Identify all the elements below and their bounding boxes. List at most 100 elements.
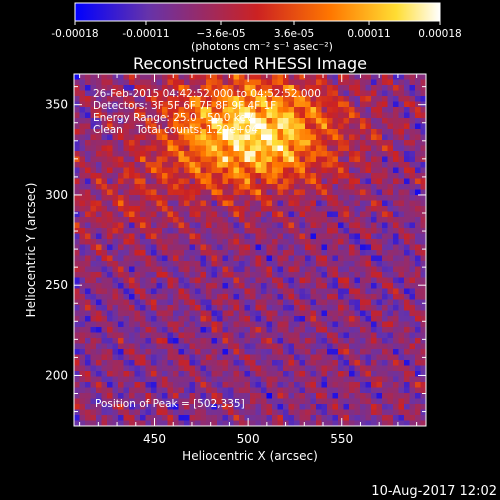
heatmap-cell	[343, 299, 350, 306]
heatmap-cell	[173, 393, 179, 399]
heatmap-cell	[393, 261, 399, 267]
heatmap-cell	[140, 266, 146, 273]
heatmap-cell	[112, 261, 119, 267]
plot-frame	[73, 73, 427, 427]
heatmap-cell	[184, 332, 190, 339]
heatmap-cell	[228, 255, 234, 262]
heatmap-cell	[349, 261, 355, 267]
heatmap-cell	[365, 327, 372, 333]
heatmap-cell	[228, 277, 234, 284]
heatmap-cell	[376, 349, 383, 355]
heatmap-cell	[272, 310, 278, 317]
heatmap-cell	[184, 398, 190, 405]
heatmap-cell	[327, 420, 333, 426]
heatmap-cell	[107, 189, 113, 196]
heatmap-cell	[211, 195, 218, 201]
heatmap-cell	[321, 118, 328, 124]
heatmap-cell	[173, 316, 179, 322]
heatmap-cell	[409, 409, 416, 416]
heatmap-cell	[239, 283, 245, 289]
heatmap-cell	[222, 277, 229, 284]
heatmap-cell	[156, 184, 163, 190]
colorbar-tick-label: -0.00011	[122, 28, 169, 40]
heatmap-cell	[178, 371, 185, 377]
heatmap-cell	[398, 222, 405, 229]
heatmap-cell	[96, 129, 102, 135]
heatmap-cell	[206, 178, 212, 185]
heatmap-cell	[420, 272, 426, 278]
heatmap-cell	[239, 288, 245, 295]
heatmap-cell	[266, 261, 273, 267]
heatmap-cell	[277, 101, 284, 108]
heatmap-cell	[222, 184, 229, 190]
heatmap-cell	[349, 382, 355, 388]
heatmap-cell	[371, 327, 377, 333]
heatmap-cell	[151, 420, 157, 426]
heatmap-cell	[184, 178, 190, 185]
heatmap-cell	[85, 112, 91, 119]
heatmap-cell	[239, 90, 245, 97]
heatmap-cell	[123, 107, 130, 113]
heatmap-cell	[371, 349, 377, 355]
heatmap-cell	[239, 123, 245, 130]
heatmap-cell	[283, 123, 289, 130]
heatmap-cell	[398, 173, 405, 179]
heatmap-cell	[228, 288, 234, 295]
heatmap-cell	[206, 354, 212, 361]
heatmap-cell	[250, 316, 256, 322]
heatmap-cell	[327, 123, 333, 130]
heatmap-cell	[162, 228, 168, 234]
heatmap-cell	[162, 167, 168, 174]
heatmap-cell	[162, 360, 168, 366]
heatmap-cell	[277, 85, 284, 91]
heatmap-cell	[288, 349, 295, 355]
heatmap-cell	[354, 360, 361, 366]
heatmap-cell	[393, 151, 399, 157]
heatmap-cell	[239, 233, 245, 240]
heatmap-cell	[349, 140, 355, 146]
heatmap-cell	[90, 228, 97, 234]
heatmap-cell	[338, 96, 344, 102]
heatmap-cell	[228, 74, 234, 80]
heatmap-cell	[277, 239, 284, 245]
heatmap-cell	[387, 222, 394, 229]
heatmap-cell	[107, 96, 113, 102]
heatmap-cell	[404, 338, 410, 344]
heatmap-cell	[404, 305, 410, 311]
heatmap-cell	[261, 393, 267, 399]
heatmap-cell	[321, 382, 328, 388]
heatmap-cell	[222, 327, 229, 333]
heatmap-cell	[409, 140, 416, 146]
heatmap-cell	[294, 107, 300, 113]
heatmap-cell	[360, 118, 366, 124]
heatmap-cell	[327, 261, 333, 267]
heatmap-cell	[107, 239, 113, 245]
heatmap-cell	[398, 90, 405, 97]
heatmap-cell	[327, 277, 333, 284]
heatmap-cell	[316, 134, 322, 141]
heatmap-cell	[173, 129, 179, 135]
heatmap-cell	[118, 217, 124, 223]
heatmap-cell	[360, 360, 366, 366]
heatmap-cell	[101, 140, 108, 146]
heatmap-cell	[299, 294, 306, 300]
heatmap-cell	[184, 101, 190, 108]
heatmap-cell	[123, 134, 130, 141]
heatmap-cell	[233, 305, 240, 311]
heatmap-cell	[206, 189, 212, 196]
heatmap-cell	[327, 354, 333, 361]
heatmap-cell	[398, 195, 405, 201]
heatmap-cell	[255, 283, 262, 289]
heatmap-cell	[404, 354, 410, 361]
heatmap-cell	[255, 266, 262, 273]
heatmap-cell	[272, 332, 278, 339]
heatmap-cell	[239, 96, 245, 102]
heatmap-cell	[118, 162, 124, 168]
heatmap-cell	[261, 283, 267, 289]
heatmap-cell	[200, 74, 207, 80]
heatmap-cell	[360, 272, 366, 278]
heatmap-cell	[134, 371, 141, 377]
heatmap-cell	[123, 365, 130, 372]
heatmap-cell	[404, 371, 410, 377]
heatmap-cell	[404, 321, 410, 328]
